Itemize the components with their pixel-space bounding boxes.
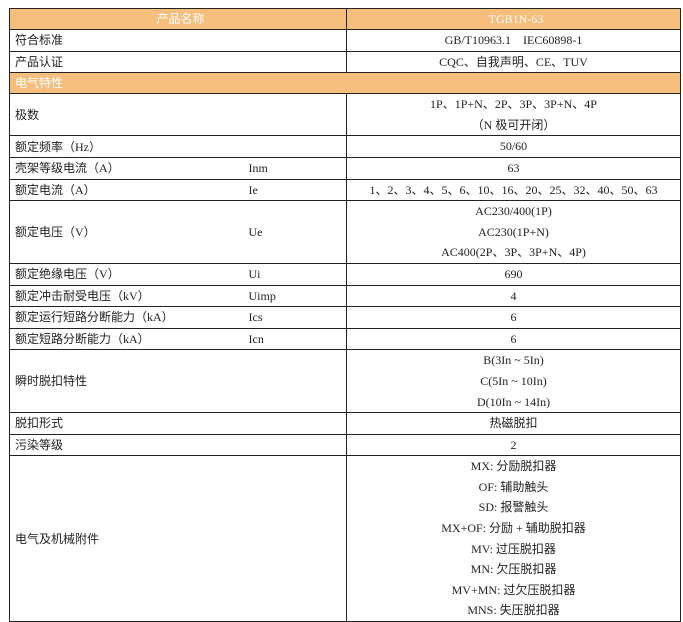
product-name-value: TGB1N-63: [346, 8, 682, 30]
spec-value-line: C(5In ~ 10In): [480, 373, 547, 388]
spec-value: 6: [346, 327, 682, 351]
spec-symbol: Inm: [248, 156, 348, 180]
spec-value-line: B(3In ~ 5In): [483, 353, 544, 368]
spec-value-line: D(10In ~ 14In): [476, 394, 551, 409]
spec-label: 电气及机械附件: [9, 455, 249, 622]
spec-symbol: [248, 455, 348, 622]
table-row: 额定冲击耐受电压（kV） Uimp 4: [9, 284, 682, 308]
spec-label: 额定运行短路分断能力（kA）: [9, 306, 249, 329]
spec-value: 690: [346, 262, 682, 286]
spec-label: 污染等级: [9, 433, 249, 457]
spec-value: 2: [346, 433, 682, 457]
spec-value-line: 1P、1P+N、2P、3P、3P+N、4P: [430, 97, 597, 112]
spec-value-line: AC230(1P+N): [478, 224, 549, 239]
spec-value-line: 6: [510, 331, 517, 346]
spec-value-line: AC400(2P、3P、3P+N、4P): [441, 245, 586, 260]
spec-symbol: Ui: [248, 262, 348, 286]
table-row: 额定频率（Hz） 50/60: [9, 135, 682, 158]
table-row: 符合标准 GB/T10963.1 IEC60898-1: [8, 29, 682, 52]
spec-value-line: 6: [510, 310, 517, 325]
spec-label: 额定频率（Hz）: [9, 135, 249, 158]
spec-value-line: SD: 报警触头: [478, 500, 549, 515]
spec-value: 热磁脱扣: [346, 412, 682, 435]
table-header-row: 产品名称 TGB1N-63: [8, 8, 682, 30]
section-header-row: 电气特性: [8, 72, 682, 95]
spec-value-line: 1、2、3、4、5、6、10、16、20、25、32、40、50、63: [369, 182, 658, 197]
spec-value-line: OF: 辅助触头: [478, 479, 549, 494]
spec-symbol: [248, 93, 348, 137]
table-row: 脱扣形式 热磁脱扣: [9, 412, 682, 435]
spec-value-line: MX+OF: 分励 + 辅助脱扣器: [441, 521, 586, 536]
spec-value: 6: [346, 306, 682, 329]
spec-value-line: 4: [510, 288, 517, 303]
spec-symbol: [248, 349, 348, 414]
spec-value-line: 热磁脱扣: [489, 416, 538, 431]
spec-value-line: 63: [507, 160, 520, 175]
spec-value: 1P、1P+N、2P、3P、3P+N、4P （N 极可开闭）: [346, 93, 682, 137]
spec-value: 50/60: [346, 135, 682, 158]
spec-label: 额定电流（A）: [9, 178, 249, 202]
spec-value-line: MV: 过压脱扣器: [471, 541, 556, 556]
spec-label: 极数: [9, 93, 249, 137]
spec-label: 符合标准: [8, 29, 348, 52]
spec-value: B(3In ~ 5In) C(5In ~ 10In) D(10In ~ 14In): [346, 349, 682, 414]
table-row: 电气及机械附件 MX: 分励脱扣器 OF: 辅助触头 SD: 报警触头 MX+OF: 分…: [9, 455, 682, 622]
spec-value: AC230/400(1P) AC230(1P+N) AC400(2P、3P、3P+N…: [346, 200, 682, 264]
spec-symbol: Ue: [248, 200, 348, 264]
spec-symbol: Uimp: [248, 284, 348, 308]
spec-value: MX: 分励脱扣器 OF: 辅助触头 SD: 报警触头 MX+OF: 分励 + 辅助脱…: [346, 455, 682, 622]
spec-symbol: Ics: [248, 306, 348, 329]
spec-value-line: 2: [510, 437, 517, 452]
spec-label: 产品认证: [8, 50, 348, 74]
spec-symbol: Icn: [248, 327, 348, 351]
spec-value: CQC、自我声明、CE、TUV: [346, 50, 682, 74]
spec-symbol: Ie: [248, 178, 348, 202]
spec-symbol: [248, 412, 348, 435]
spec-value: 1、2、3、4、5、6、10、16、20、25、32、40、50、63: [346, 178, 682, 202]
table-row: 极数 1P、1P+N、2P、3P、3P+N、4P （N 极可开闭）: [9, 93, 682, 137]
spec-value-line: MN: 欠压脱扣器: [470, 562, 557, 577]
spec-value: GB/T10963.1 IEC60898-1: [346, 29, 682, 52]
spec-label: 额定绝缘电压（V）: [9, 262, 249, 286]
spec-value: 63: [346, 156, 682, 180]
spec-table: 产品名称 TGB1N-63 符合标准 GB/T10963.1 IEC60898-1…: [8, 8, 682, 622]
spec-value-line: （N 极可开闭）: [471, 117, 556, 132]
spec-label: 脱扣形式: [9, 412, 249, 435]
spec-label: 额定电压（V）: [9, 200, 249, 264]
table-row: 产品认证 CQC、自我声明、CE、TUV: [8, 50, 682, 74]
spec-value-line: MNS: 失压脱扣器: [467, 603, 560, 618]
spec-label: 瞬时脱扣特性: [9, 349, 249, 414]
table-row: 额定运行短路分断能力（kA） Ics 6: [9, 306, 682, 329]
spec-symbol: [248, 433, 348, 457]
table-row: 瞬时脱扣特性 B(3In ~ 5In) C(5In ~ 10In) D(10In ~ …: [9, 349, 682, 414]
table-row: 额定电流（A） Ie 1、2、3、4、5、6、10、16、20、25、32、40、5…: [9, 178, 682, 202]
spec-value: 4: [346, 284, 682, 308]
table-row: 壳架等级电流（A） Inm 63: [9, 156, 682, 180]
spec-value-line: 50/60: [499, 139, 528, 154]
spec-value-line: AC230/400(1P): [475, 204, 552, 219]
product-name-label: 产品名称: [8, 8, 348, 30]
table-row: 额定短路分断能力（kA） Icn 6: [9, 327, 682, 351]
table-row: 污染等级 2: [9, 433, 682, 457]
spec-value-line: MX: 分励脱扣器: [470, 459, 557, 474]
spec-label: 壳架等级电流（A）: [9, 156, 249, 180]
spec-value-line: MV+MN: 过欠压脱扣器: [451, 582, 576, 597]
section-title: 电气特性: [8, 72, 682, 95]
spec-label: 额定短路分断能力（kA）: [9, 327, 249, 351]
spec-value-line: 690: [504, 266, 523, 281]
spec-value-line: GB/T10963.1 IEC60898-1: [444, 33, 583, 47]
spec-label: 额定冲击耐受电压（kV）: [9, 284, 249, 308]
table-row: 额定绝缘电压（V） Ui 690: [9, 262, 682, 286]
table-row: 额定电压（V） Ue AC230/400(1P) AC230(1P+N) AC400(2…: [9, 200, 682, 264]
spec-value-line: CQC、自我声明、CE、TUV: [439, 54, 588, 69]
spec-symbol: [248, 135, 348, 158]
